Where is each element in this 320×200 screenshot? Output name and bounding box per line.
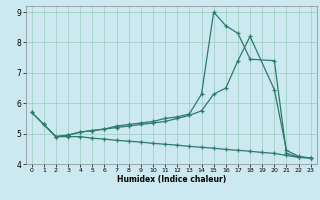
X-axis label: Humidex (Indice chaleur): Humidex (Indice chaleur) [116,175,226,184]
